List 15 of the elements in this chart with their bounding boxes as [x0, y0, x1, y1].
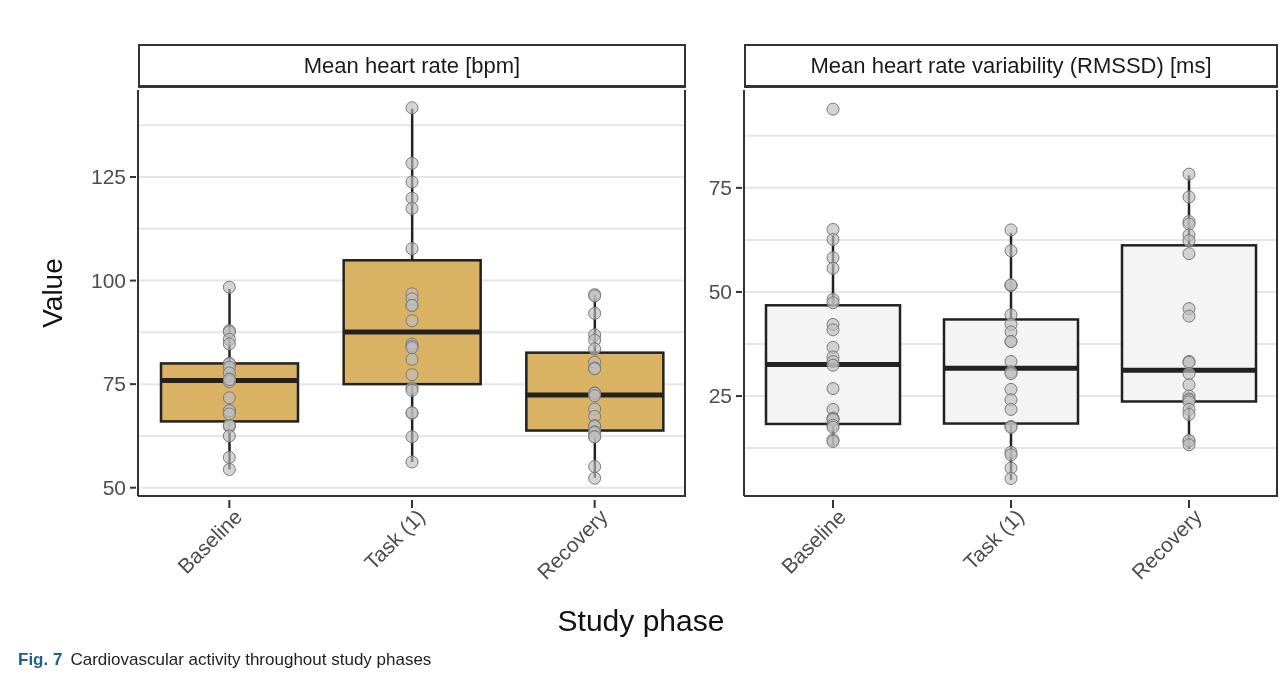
x-tick-label: Task (1) — [359, 504, 429, 574]
y-tick-label: 50 — [708, 280, 732, 304]
x-axis-title: Study phase — [556, 604, 726, 638]
caption: Fig. 7 — [18, 650, 63, 669]
y-tick-label: 75 — [708, 176, 732, 200]
y-tick-label: 125 — [90, 165, 126, 189]
y-tick-label: 50 — [102, 476, 126, 500]
y-axis-title: Value — [36, 258, 68, 328]
y-tick-label: 25 — [708, 384, 732, 408]
chart-title: Mean heart rate [bpm] — [303, 52, 521, 79]
y-tick-label: 100 — [90, 268, 126, 292]
chart-title: Mean heart rate variability (RMSSD) [ms] — [810, 52, 1212, 79]
text: Cardiovascular activity throughout study phases — [70, 650, 432, 669]
x-tick-label: Task (1) — [958, 504, 1028, 574]
y-tick-label: 75 — [102, 372, 126, 396]
